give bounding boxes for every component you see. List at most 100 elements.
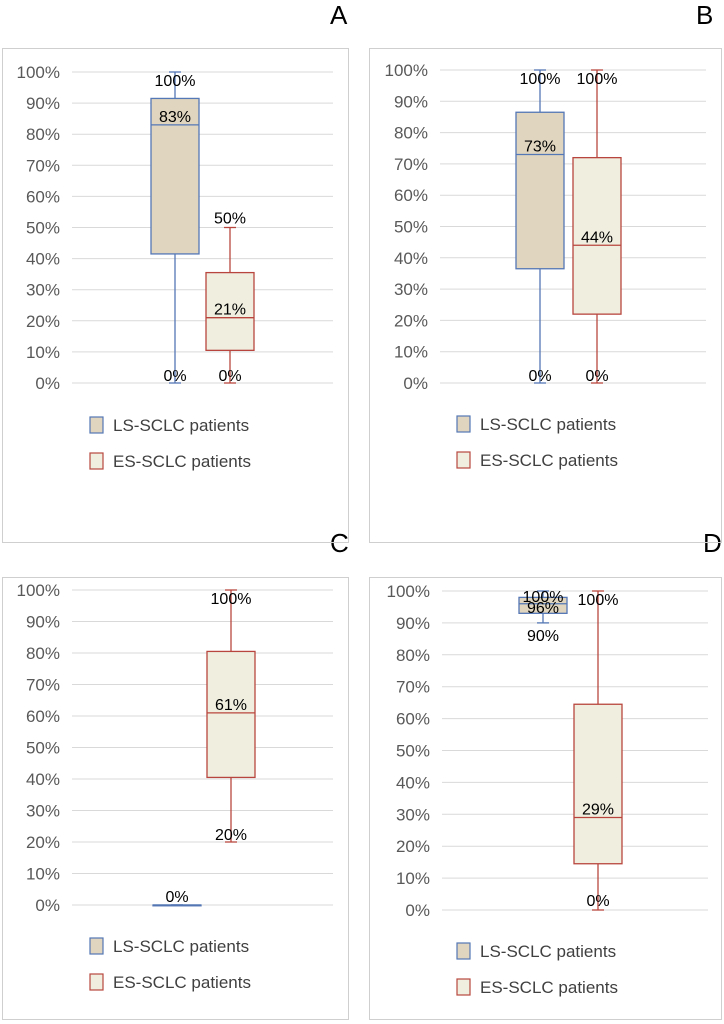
y-tick-label: 10%: [26, 865, 60, 884]
chart-frame: [2, 48, 349, 543]
y-tick-label: 50%: [26, 219, 60, 238]
data-label: 100%: [520, 71, 561, 88]
data-label: 0%: [586, 893, 609, 910]
data-label: 100%: [155, 73, 196, 90]
y-tick-label: 50%: [394, 218, 428, 237]
data-label: 100%: [211, 591, 252, 608]
iqr-box: [206, 650, 256, 779]
y-tick-label: 0%: [403, 374, 428, 393]
boxplot-es-sclc: 50% 21% 0%: [205, 211, 255, 385]
chart-panel-d: 0%10%20%30%40%50%60%70%80%90%100% 100%96%…: [369, 577, 722, 1020]
legend-item-es-sclc: ES-SCLC patients: [89, 973, 251, 992]
y-tick-label: 70%: [396, 678, 430, 697]
boxplot-es-sclc: 100% 61% 20%: [206, 589, 256, 844]
data-label: 61%: [215, 697, 247, 714]
y-tick-label: 40%: [394, 249, 428, 268]
legend-item-ls-sclc: LS-SCLC patients: [456, 415, 616, 434]
legend-swatch: [89, 973, 104, 991]
y-tick-label: 20%: [394, 311, 428, 330]
legend-label: LS-SCLC patients: [480, 415, 616, 434]
legend-label: LS-SCLC patients: [113, 937, 249, 956]
y-tick-label: 60%: [26, 707, 60, 726]
panel-letter-b: B: [696, 0, 714, 30]
legend-item-es-sclc: ES-SCLC patients: [456, 451, 618, 470]
y-tick-label: 40%: [26, 250, 60, 269]
y-tick-label: 80%: [26, 125, 60, 144]
legend-item-ls-sclc: LS-SCLC patients: [456, 942, 616, 961]
legend-label: ES-SCLC patients: [113, 452, 251, 471]
y-tick-label: 50%: [396, 742, 430, 761]
legend-label: ES-SCLC patients: [480, 978, 618, 997]
data-label: 100%: [577, 71, 618, 88]
data-label: 0%: [165, 889, 188, 906]
data-label: 21%: [214, 302, 246, 319]
chart-panel-c: 0% 10% 20% 30% 40% 50% 60% 70% 80% 90% 100% 0% 100% 6…: [2, 577, 349, 1020]
y-tick-label: 10%: [396, 869, 430, 888]
boxplot-es-sclc: 100% 29% 0%: [573, 590, 623, 911]
data-label: 83%: [159, 109, 191, 126]
y-tick-label: 30%: [396, 805, 430, 824]
boxplot-ls-sclc: 100% 83% 0%: [150, 71, 200, 385]
legend-swatch: [89, 416, 104, 434]
data-label: 29%: [582, 801, 614, 818]
data-label: 0%: [163, 368, 186, 385]
panel-letter-a: A: [330, 0, 348, 30]
y-tick-label: 30%: [26, 281, 60, 300]
y-tick-label: 0%: [35, 896, 60, 915]
y-tick-label: 40%: [26, 770, 60, 789]
legend-item-es-sclc: ES-SCLC patients: [456, 978, 618, 997]
chart-frame: [369, 48, 722, 543]
data-label: 20%: [215, 827, 247, 844]
y-tick-label: 30%: [394, 280, 428, 299]
legend-item-ls-sclc: LS-SCLC patients: [89, 937, 249, 956]
y-tick-label: 30%: [26, 802, 60, 821]
y-tick-label: 70%: [26, 676, 60, 695]
y-tick-label: 60%: [394, 186, 428, 205]
y-tick-label: 90%: [394, 92, 428, 111]
legend-item-es-sclc: ES-SCLC patients: [89, 452, 251, 471]
chart-frame: [369, 577, 722, 1020]
y-tick-label: 70%: [394, 155, 428, 174]
y-tick-label: 0%: [35, 374, 60, 393]
y-tick-label: 100%: [17, 581, 60, 600]
data-label: 100%: [523, 589, 564, 606]
y-tick-label: 70%: [26, 156, 60, 175]
data-label: 100%: [578, 592, 619, 609]
y-tick-label: 80%: [26, 644, 60, 663]
chart-frame: [2, 577, 349, 1020]
y-tick-label: 100%: [17, 63, 60, 82]
boxplot-es-sclc: 100% 44% 0%: [572, 69, 622, 385]
iqr-box: [515, 111, 565, 270]
legend-label: LS-SCLC patients: [480, 942, 616, 961]
y-tick-label: 90%: [26, 613, 60, 632]
legend-swatch: [89, 452, 104, 470]
y-tick-label: 60%: [396, 710, 430, 729]
y-tick-label: 10%: [394, 343, 428, 362]
iqr-box: [205, 271, 255, 351]
y-tick-label: 100%: [387, 582, 430, 601]
data-label: 73%: [524, 139, 556, 156]
y-tick-label: 40%: [396, 773, 430, 792]
iqr-box: [573, 703, 623, 865]
chart-panel-a: 0% 10% 20% 30% 40% 50% 60% 70% 80% 90% 100% 100% 83%…: [2, 48, 349, 543]
boxplot-ls-sclc: 100%96% 90%: [518, 589, 568, 645]
y-tick-label: 0%: [405, 901, 430, 920]
legend-swatch: [89, 937, 104, 955]
legend-swatch: [456, 942, 471, 960]
iqr-box: [572, 156, 622, 315]
y-tick-label: 80%: [396, 646, 430, 665]
data-label: 96%: [527, 600, 559, 617]
legend-item-ls-sclc: LS-SCLC patients: [89, 416, 249, 435]
y-tick-label: 60%: [26, 187, 60, 206]
y-tick-label: 20%: [26, 312, 60, 331]
iqr-box: [518, 596, 568, 614]
legend-swatch: [456, 451, 471, 469]
legend-label: ES-SCLC patients: [113, 973, 251, 992]
boxplot-ls-sclc: 0%: [152, 889, 202, 907]
data-label: 44%: [581, 229, 613, 246]
y-tick-label: 90%: [26, 94, 60, 113]
data-label: 0%: [585, 368, 608, 385]
data-label: 50%: [214, 211, 246, 228]
data-label: 0%: [218, 368, 241, 385]
